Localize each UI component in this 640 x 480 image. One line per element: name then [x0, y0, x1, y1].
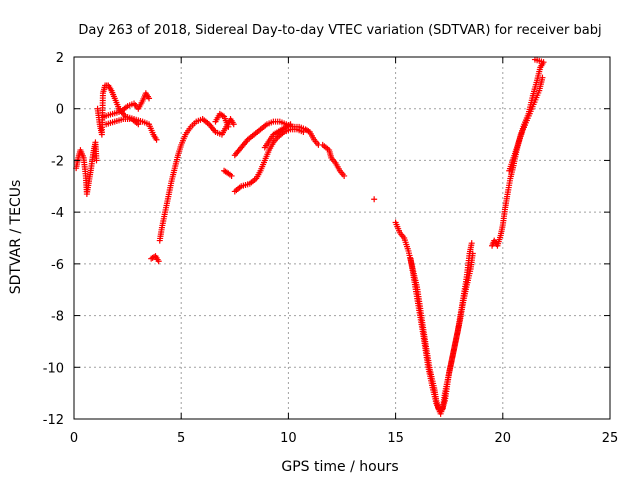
y-tick-label: -10 — [43, 361, 64, 376]
chart-title: Day 263 of 2018, Sidereal Day-to-day VTE… — [78, 23, 601, 38]
data-point — [135, 121, 142, 128]
data-point — [228, 172, 235, 179]
y-tick-label: -12 — [43, 413, 64, 428]
x-tick-label: 20 — [495, 431, 512, 446]
data-point — [93, 157, 100, 164]
y-axis-label: SDTVAR / TECUs — [8, 180, 24, 295]
data-point — [287, 121, 294, 128]
y-tick-label: -8 — [51, 310, 64, 325]
x-axis-ticks: 0 5 10 15 20 25 — [70, 57, 618, 446]
data-point — [146, 95, 153, 102]
data-point — [468, 240, 475, 247]
x-tick-label: 25 — [602, 431, 619, 446]
x-tick-label: 5 — [177, 431, 185, 446]
y-tick-label: 0 — [56, 103, 64, 118]
x-tick-label: 10 — [280, 431, 297, 446]
data-point — [153, 136, 160, 143]
x-axis-label: GPS time / hours — [281, 459, 398, 475]
plot-frame — [73, 56, 611, 420]
data-point — [341, 172, 348, 179]
y-tick-label: -4 — [51, 206, 64, 221]
data-points — [73, 56, 547, 417]
data-point — [539, 74, 546, 81]
x-tick-label: 0 — [70, 431, 78, 446]
x-tick-label: 15 — [387, 431, 404, 446]
y-tick-label: -2 — [51, 154, 64, 169]
data-point — [155, 258, 162, 265]
data-point — [225, 123, 232, 130]
data-point — [531, 56, 538, 63]
y-tick-label: -6 — [51, 258, 64, 273]
gridlines — [74, 57, 610, 419]
data-point — [230, 121, 237, 128]
y-axis-ticks: -12 -10 -8 -6 -4 -2 0 2 — [43, 51, 610, 428]
data-point — [371, 196, 378, 203]
data-point — [300, 128, 307, 135]
y-tick-label: 2 — [56, 51, 64, 66]
